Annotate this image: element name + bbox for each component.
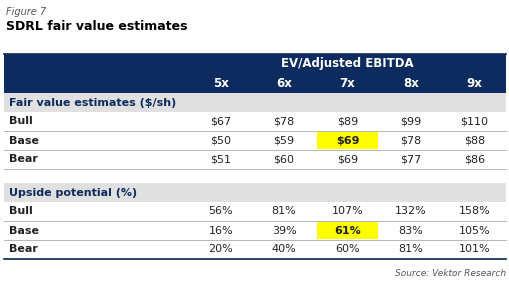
Text: $51: $51 (210, 155, 231, 164)
Text: $67: $67 (210, 116, 231, 127)
Bar (316, 222, 378, 239)
Text: 7x: 7x (339, 77, 355, 90)
Text: 60%: 60% (334, 244, 359, 255)
Text: Bear: Bear (9, 244, 38, 255)
Bar (4, 54, 505, 74)
Text: $86: $86 (463, 155, 484, 164)
Text: Bear: Bear (9, 155, 38, 164)
Text: 56%: 56% (208, 207, 233, 217)
Text: Bull: Bull (9, 116, 33, 127)
Bar (4, 112, 505, 131)
Text: 105%: 105% (458, 226, 489, 235)
Text: $78: $78 (400, 136, 421, 146)
Text: 132%: 132% (394, 207, 426, 217)
Text: $99: $99 (400, 116, 421, 127)
Text: $69: $69 (335, 136, 358, 146)
Text: Fair value estimates ($/sh): Fair value estimates ($/sh) (9, 97, 176, 107)
Text: $59: $59 (273, 136, 294, 146)
Bar (4, 169, 505, 183)
Text: 16%: 16% (208, 226, 233, 235)
Text: $60: $60 (273, 155, 294, 164)
Text: Base: Base (9, 226, 39, 235)
Text: $50: $50 (210, 136, 231, 146)
Text: 83%: 83% (398, 226, 422, 235)
Bar (4, 221, 505, 240)
Text: $69: $69 (336, 155, 357, 164)
Text: Bull: Bull (9, 207, 33, 217)
Text: 20%: 20% (208, 244, 233, 255)
Text: 8x: 8x (402, 77, 418, 90)
Text: 5x: 5x (212, 77, 228, 90)
Text: Figure 7: Figure 7 (6, 7, 46, 17)
Bar (4, 93, 505, 112)
Text: $110: $110 (460, 116, 487, 127)
Text: 107%: 107% (331, 207, 362, 217)
Text: EV/Adjusted EBITDA: EV/Adjusted EBITDA (280, 58, 413, 70)
Text: $89: $89 (336, 116, 357, 127)
Text: 101%: 101% (458, 244, 489, 255)
Text: 81%: 81% (271, 207, 296, 217)
Bar (316, 132, 378, 149)
Text: Source: Vektor Research: Source: Vektor Research (394, 269, 505, 278)
Text: Base: Base (9, 136, 39, 146)
Text: $88: $88 (463, 136, 484, 146)
Text: 39%: 39% (271, 226, 296, 235)
Text: 6x: 6x (275, 77, 292, 90)
Text: 158%: 158% (458, 207, 489, 217)
Text: 81%: 81% (398, 244, 422, 255)
Bar (4, 202, 505, 221)
Text: 61%: 61% (333, 226, 360, 235)
Text: 9x: 9x (465, 77, 482, 90)
Bar (4, 183, 505, 202)
Text: $78: $78 (273, 116, 294, 127)
Bar (4, 150, 505, 169)
Bar (4, 240, 505, 259)
Text: Upside potential (%): Upside potential (%) (9, 187, 137, 198)
Bar (4, 131, 505, 150)
Text: SDRL fair value estimates: SDRL fair value estimates (6, 20, 187, 33)
Bar (4, 74, 505, 93)
Text: $77: $77 (400, 155, 421, 164)
Text: 40%: 40% (271, 244, 296, 255)
